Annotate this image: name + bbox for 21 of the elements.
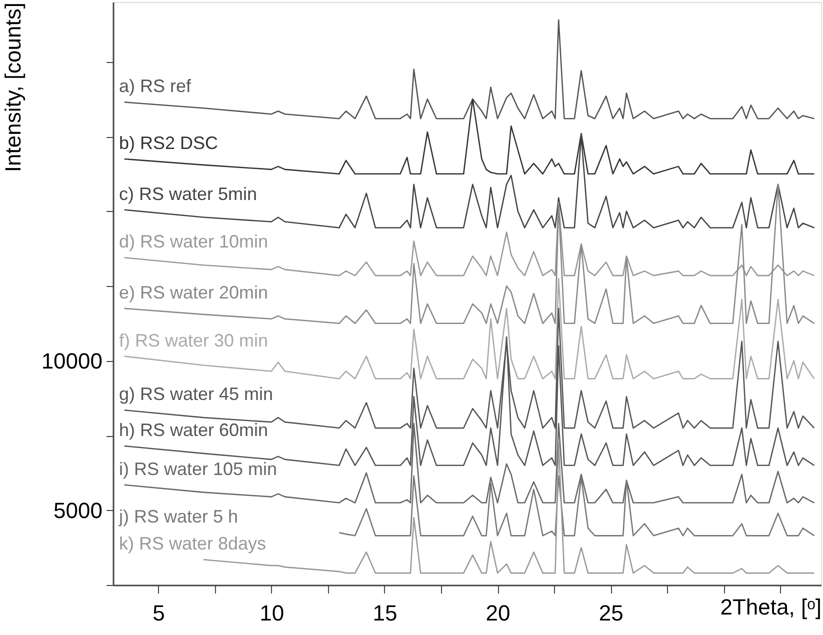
series-label: f) RS water 30 min — [119, 330, 268, 350]
series-label: i) RS water 105 min — [119, 458, 278, 479]
x-tick-label: 5 — [152, 600, 165, 626]
y-axis-title: Intensity, [counts] — [0, 2, 26, 172]
series-label: g) RS water 45 min — [119, 384, 274, 404]
y-tick-label: 5000 — [54, 498, 102, 523]
series-label: c) RS water 5min — [119, 184, 258, 204]
line-series — [338, 475, 815, 536]
x-tick-label: 25 — [598, 600, 624, 626]
series-label: h) RS water 60min — [119, 420, 268, 440]
series-label: b) RS2 DSC — [119, 132, 218, 153]
series-label: e) RS water 20min — [119, 282, 268, 302]
x-tick-label: 15 — [372, 600, 398, 626]
x-tick-label: 20 — [486, 600, 510, 626]
x-axis-title: 2Theta, [ᵒ] — [720, 594, 822, 620]
y-tick-label: 10000 — [41, 348, 102, 374]
series-label: d) RS water 10min — [119, 232, 268, 252]
text: j) RS water 5 h — [118, 506, 238, 527]
x-tick-label: 10 — [260, 600, 284, 626]
series-label: a) RS ref — [119, 76, 192, 96]
series-label: k) RS water 8days — [119, 534, 266, 554]
